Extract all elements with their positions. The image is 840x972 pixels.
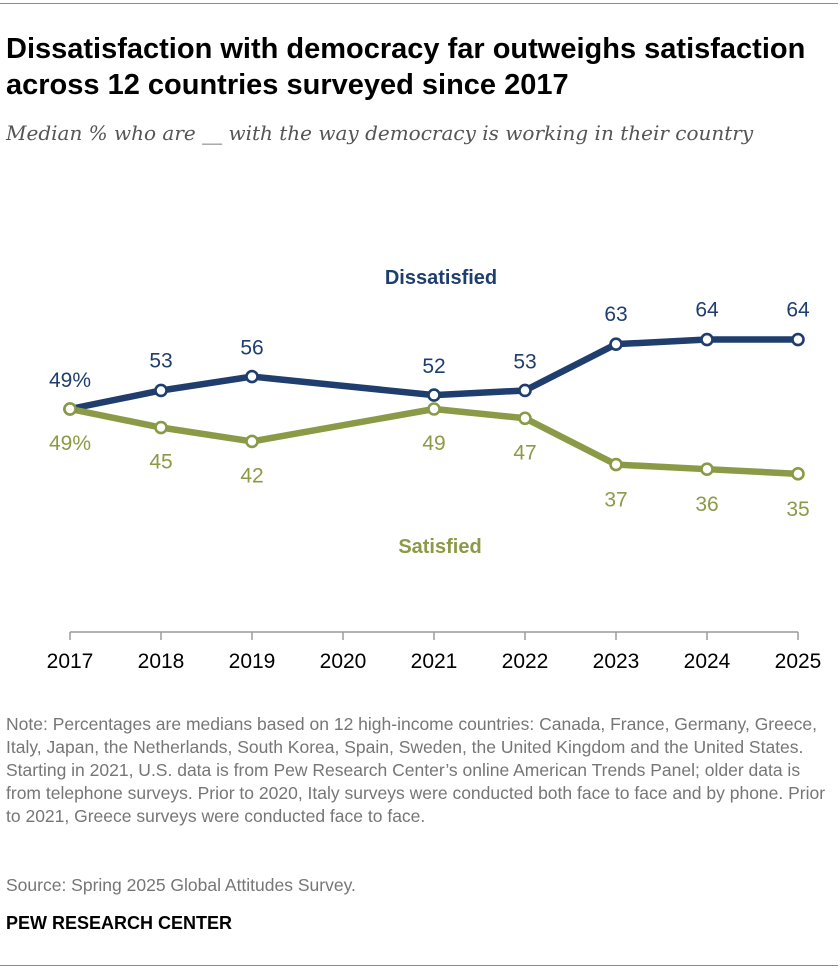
satisfied-point [427,402,441,416]
dissatisfied-point [154,383,168,398]
x-tick-label: 2021 [411,650,458,673]
dissatisfied-data-label: 56 [240,337,263,360]
satisfied-data-label: 47 [513,441,536,464]
satisfied-data-label: 37 [604,489,627,512]
satisfied-data-label: 36 [695,493,718,516]
chart-subtitle: Median % who are __ with the way democra… [6,121,754,145]
dissatisfied-series-line [66,336,802,413]
x-tick-label: 2018 [138,650,185,673]
x-tick-label: 2025 [775,650,822,673]
satisfied-data-label: 49% [49,432,91,455]
dissatisfied-series-label: Dissatisfied [385,267,497,289]
x-tick-label: 2019 [229,650,276,673]
satisfied-data-label: 49 [422,432,445,455]
x-tick-label: 2024 [684,650,731,673]
dissatisfied-data-label: 53 [149,349,172,372]
dissatisfied-data-label: 49% [49,369,91,392]
satisfied-point [154,420,168,435]
satisfied-data-label: 42 [240,464,263,487]
dissatisfied-point [700,332,714,347]
top-rule [0,3,838,4]
bottom-rule [0,965,838,966]
satisfied-point [700,462,714,476]
dissatisfied-point [518,383,532,398]
x-tick-label: 2017 [47,650,94,673]
dissatisfied-point [791,332,805,347]
satisfied-point [245,434,259,449]
dissatisfied-data-label: 53 [513,350,536,373]
satisfied-point [518,411,532,426]
chart-title: Dissatisfaction with democracy far outwe… [6,33,806,101]
satisfied-series-label: Satisfied [398,536,481,558]
dissatisfied-data-label: 52 [422,355,445,378]
chart-source: Source: Spring 2025 Global Attitudes Sur… [6,875,356,895]
satisfied-point [791,467,805,481]
organization-name: PEW RESEARCH CENTER [6,913,233,933]
satisfied-series-line [66,405,802,478]
chart-note: Note: Percentages are medians based on 1… [6,714,826,826]
dissatisfied-point [245,369,259,384]
dissatisfied-data-label: 64 [695,299,719,322]
dissatisfied-data-label: 64 [786,299,810,322]
satisfied-data-label: 45 [149,451,172,474]
x-tick-label: 2020 [320,650,367,673]
satisfied-data-label: 35 [786,498,809,521]
line-chart: 2017 2018 2019 2020 2021 2022 2023 2024 2025 49% 5… [47,267,822,673]
x-tick-label: 2023 [593,650,640,673]
dissatisfied-data-label: 63 [604,303,627,326]
satisfied-point [63,402,77,416]
satisfied-point [609,457,623,472]
dissatisfied-point [427,388,441,402]
x-tick-label: 2022 [502,650,549,673]
dissatisfied-point [609,337,623,351]
